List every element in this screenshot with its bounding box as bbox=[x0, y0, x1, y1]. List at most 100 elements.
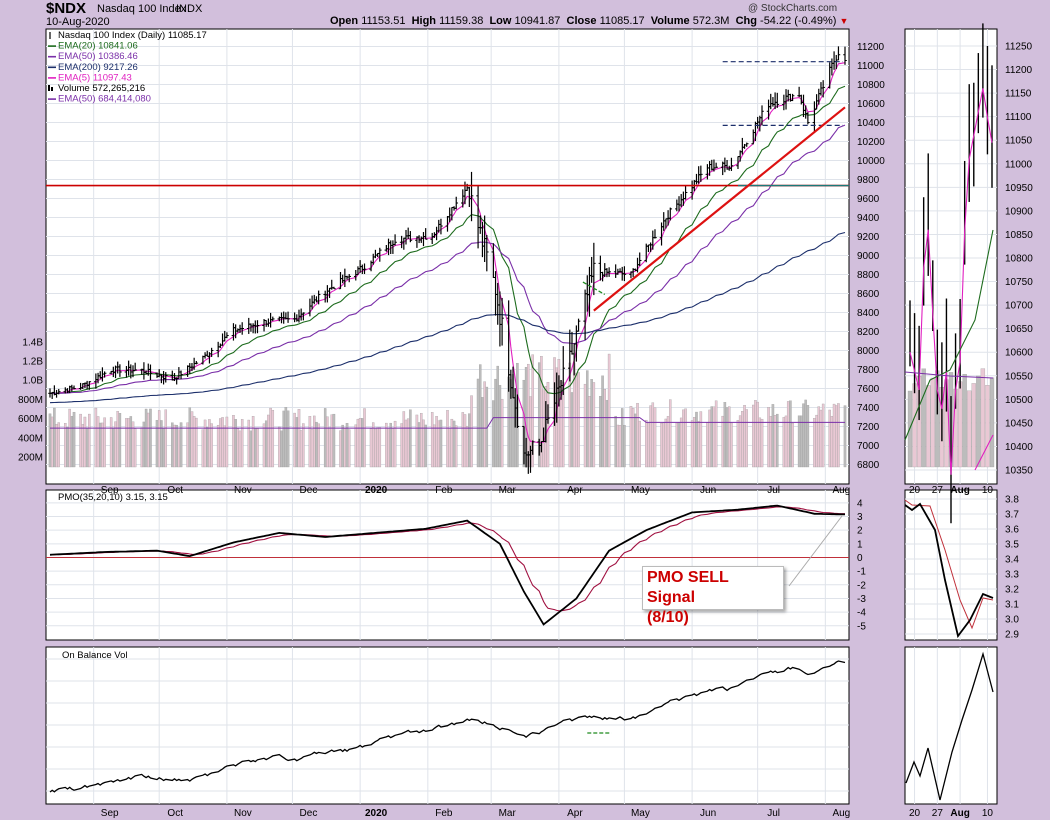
x-tick-label: Apr bbox=[567, 808, 583, 819]
volume-bar bbox=[116, 411, 119, 468]
detail-price-tick: 10900 bbox=[1005, 206, 1033, 217]
volume-bar bbox=[225, 416, 229, 468]
volume-bar bbox=[267, 414, 270, 468]
rising-trendline bbox=[593, 106, 846, 312]
volume-bar bbox=[424, 424, 427, 468]
volume-bar bbox=[743, 405, 746, 468]
volume-bar bbox=[341, 424, 344, 468]
volume-bar bbox=[786, 401, 790, 468]
volume-bar bbox=[53, 407, 56, 468]
volume-bar bbox=[302, 423, 305, 468]
price-tick-label: 7600 bbox=[857, 384, 880, 395]
volume-bar bbox=[697, 420, 700, 468]
volume-bar bbox=[83, 416, 87, 468]
volume-bar bbox=[690, 420, 694, 468]
detail-x-tick: 27 bbox=[932, 808, 944, 819]
detail-pmo-signal bbox=[904, 499, 994, 630]
volume-bar bbox=[756, 401, 759, 468]
price-tick-label: 6800 bbox=[857, 460, 880, 471]
volume-bar bbox=[725, 407, 729, 468]
volume-bar bbox=[483, 381, 486, 468]
volume-bar bbox=[721, 415, 724, 468]
detail-price-tick: 11200 bbox=[1005, 65, 1033, 76]
volume-bar bbox=[363, 408, 366, 468]
volume-bar bbox=[354, 424, 358, 468]
volume-bar bbox=[738, 415, 742, 468]
volume-bar bbox=[188, 407, 192, 468]
volume-bar bbox=[112, 427, 115, 468]
volume-bar bbox=[144, 408, 148, 468]
detail-pmo-tick: 3.2 bbox=[1005, 585, 1019, 596]
volume-bar bbox=[284, 407, 288, 468]
volume-bar bbox=[647, 422, 650, 468]
volume-bar bbox=[332, 413, 336, 468]
change-label: Chg bbox=[735, 15, 757, 27]
volume-bar bbox=[605, 400, 609, 468]
price-tick-label: 8800 bbox=[857, 270, 880, 281]
volume-bar bbox=[378, 427, 382, 468]
ohlc-row: Open 11153.51 High 11159.38 Low 10941.87… bbox=[330, 15, 848, 27]
detail-price-tick: 10800 bbox=[1005, 254, 1033, 265]
volume-bar bbox=[758, 417, 762, 468]
volume-bar bbox=[295, 417, 299, 468]
volume-bar bbox=[590, 379, 593, 468]
volume-bar bbox=[664, 418, 668, 468]
detail-x-tick: 27 bbox=[932, 485, 944, 496]
volume-bar bbox=[614, 415, 617, 468]
volume-bar bbox=[210, 423, 213, 468]
x-tick-label: Nov bbox=[234, 808, 252, 819]
volume-bar bbox=[278, 426, 281, 468]
volume-bar bbox=[206, 427, 209, 468]
price-tick-label: 9400 bbox=[857, 213, 880, 224]
price-tick-label: 10200 bbox=[857, 137, 885, 148]
volume-bar bbox=[682, 409, 685, 468]
detail-volume-bar bbox=[912, 383, 917, 468]
volume-bar bbox=[406, 418, 410, 468]
volume-bar bbox=[695, 411, 698, 468]
volume-bar bbox=[282, 410, 285, 468]
volume-bar bbox=[461, 412, 465, 468]
detail-x-tick: 10 bbox=[982, 808, 994, 819]
x-tick-label: Sep bbox=[101, 808, 119, 819]
price-tick-label: 11000 bbox=[857, 61, 885, 72]
detail-price-tick: 11150 bbox=[1005, 89, 1032, 100]
volume-bar bbox=[492, 400, 495, 468]
ema200-line bbox=[49, 231, 846, 404]
detail-pmo-line bbox=[904, 502, 994, 639]
volume-bar bbox=[361, 418, 364, 468]
volume-bar bbox=[308, 416, 312, 468]
x-tick-label: Dec bbox=[300, 808, 318, 819]
volume-bar bbox=[109, 417, 113, 468]
detail-ema20-line bbox=[904, 229, 994, 441]
volume-bar bbox=[313, 415, 316, 468]
volume-bar bbox=[679, 417, 683, 468]
volume-bar bbox=[330, 414, 333, 468]
volume-bar bbox=[64, 423, 67, 468]
volume-bar bbox=[699, 411, 703, 468]
change-value: -54.22 (-0.49%) bbox=[760, 15, 837, 27]
volume-label: Volume bbox=[650, 15, 690, 27]
volume-bar bbox=[546, 382, 550, 468]
volume-bar bbox=[817, 406, 821, 468]
volume-bar bbox=[446, 410, 449, 468]
volume-bar bbox=[164, 409, 168, 468]
x-tick-label: Feb bbox=[435, 808, 453, 819]
volume-bar bbox=[177, 429, 181, 468]
volume-bar bbox=[149, 408, 152, 468]
volume-bar bbox=[607, 353, 611, 468]
pmo-sell-callout: PMO SELL Signal (8/10) bbox=[642, 566, 784, 626]
ema50-line bbox=[50, 124, 846, 394]
volume-bar bbox=[393, 420, 397, 468]
volume-bar bbox=[797, 415, 801, 468]
pmo-tick-label: -2 bbox=[857, 580, 866, 591]
volume-bar bbox=[649, 405, 652, 468]
volume-bar bbox=[570, 392, 574, 468]
volume-ema-line bbox=[50, 417, 845, 429]
volume-bar bbox=[496, 365, 499, 468]
legend-volume-marker bbox=[51, 87, 53, 91]
volume-bar bbox=[98, 422, 102, 468]
volume-bar bbox=[727, 406, 731, 468]
detail-volume-bar bbox=[980, 368, 986, 468]
detail-panels bbox=[904, 23, 997, 804]
